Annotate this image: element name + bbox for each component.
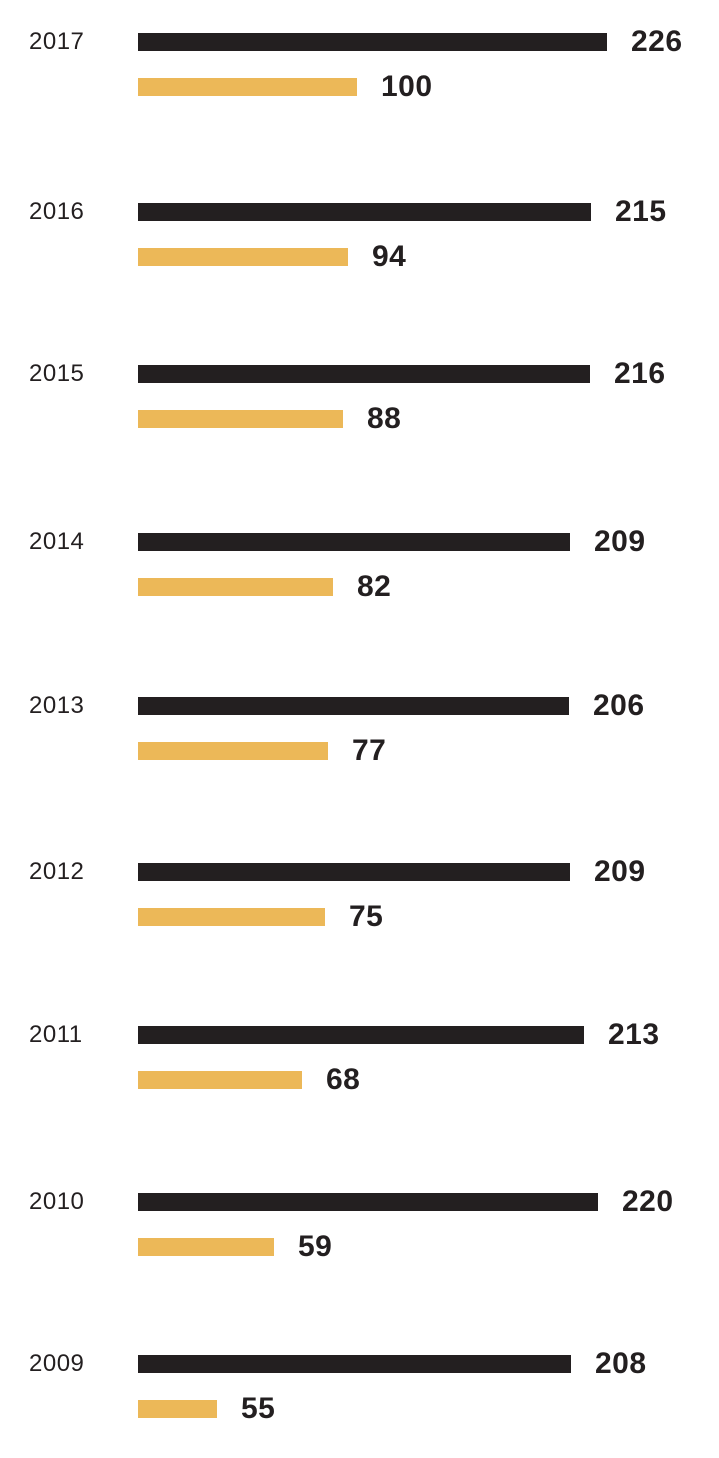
year-label: 2017 — [29, 28, 85, 55]
secondary-bar — [138, 908, 325, 926]
secondary-bar-row: 88 — [0, 402, 401, 435]
year-label: 2016 — [29, 198, 85, 225]
primary-bar-value: 208 — [595, 1347, 647, 1380]
secondary-bar-value: 94 — [372, 240, 407, 273]
year-label: 2013 — [29, 692, 85, 719]
secondary-bar-row: 100 — [0, 70, 433, 103]
primary-bar-value: 220 — [622, 1185, 674, 1218]
primary-bar — [138, 203, 591, 221]
secondary-bar-row: 75 — [0, 900, 383, 933]
secondary-bar — [138, 1071, 302, 1089]
secondary-bar — [138, 742, 328, 760]
primary-bar-value: 215 — [615, 195, 667, 228]
secondary-bar-value: 75 — [349, 900, 384, 933]
primary-bar-value: 226 — [631, 25, 683, 58]
secondary-bar-value: 59 — [298, 1230, 333, 1263]
primary-bar-value: 216 — [614, 357, 666, 390]
year-label: 2012 — [29, 858, 85, 885]
primary-bar-row: 2015 216 — [0, 357, 666, 390]
secondary-bar — [138, 1238, 274, 1256]
secondary-bar-value: 55 — [241, 1392, 276, 1425]
year-label: 2014 — [29, 528, 85, 555]
primary-bar — [138, 33, 607, 51]
primary-bar-row: 2012 209 — [0, 855, 646, 888]
primary-bar-value: 209 — [594, 855, 646, 888]
secondary-bar — [138, 248, 348, 266]
secondary-bar-value: 88 — [367, 402, 402, 435]
primary-bar — [138, 863, 570, 881]
primary-bar-row: 2016 215 — [0, 195, 667, 228]
secondary-bar-row: 68 — [0, 1063, 360, 1096]
primary-bar-row: 2017 226 — [0, 25, 683, 58]
secondary-bar-value: 77 — [352, 734, 387, 767]
primary-bar — [138, 1355, 571, 1373]
primary-bar-value: 213 — [608, 1018, 660, 1051]
secondary-bar-row: 94 — [0, 240, 406, 273]
primary-bar-row: 2011 213 — [0, 1018, 660, 1051]
secondary-bar-row: 59 — [0, 1230, 332, 1263]
year-label: 2010 — [29, 1188, 85, 1215]
secondary-bar-row: 55 — [0, 1392, 275, 1425]
year-label: 2015 — [29, 360, 85, 387]
secondary-bar-row: 77 — [0, 734, 386, 767]
secondary-bar — [138, 578, 333, 596]
primary-bar-row: 2010 220 — [0, 1185, 674, 1218]
primary-bar — [138, 1193, 598, 1211]
secondary-bar — [138, 78, 357, 96]
primary-bar — [138, 533, 570, 551]
secondary-bar-value: 100 — [381, 70, 433, 103]
primary-bar — [138, 697, 569, 715]
primary-bar-value: 206 — [593, 689, 645, 722]
year-label: 2011 — [29, 1021, 83, 1048]
primary-bar-row: 2009 208 — [0, 1347, 647, 1380]
year-label: 2009 — [29, 1350, 85, 1377]
primary-bar — [138, 365, 590, 383]
secondary-bar — [138, 1400, 217, 1418]
secondary-bar-value: 82 — [357, 570, 392, 603]
secondary-bar-value: 68 — [326, 1063, 361, 1096]
primary-bar-row: 2014 209 — [0, 525, 646, 558]
secondary-bar-row: 82 — [0, 570, 391, 603]
primary-bar-value: 209 — [594, 525, 646, 558]
primary-bar — [138, 1026, 584, 1044]
primary-bar-row: 2013 206 — [0, 689, 645, 722]
secondary-bar — [138, 410, 343, 428]
